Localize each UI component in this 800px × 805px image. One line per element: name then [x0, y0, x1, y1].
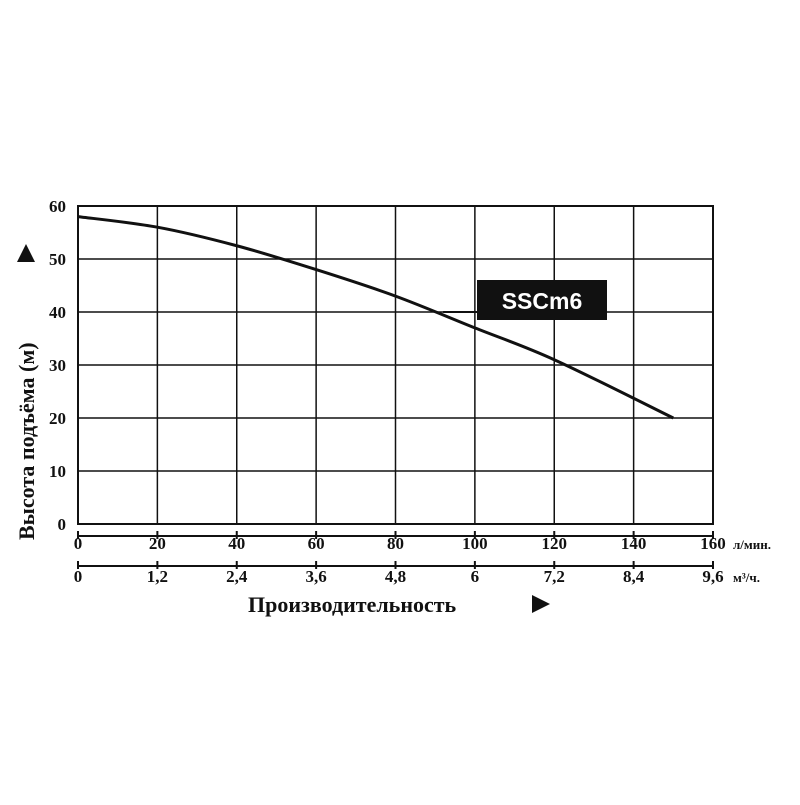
- x2-tick-label: 7,2: [544, 567, 565, 586]
- y-axis-arrow-icon: [17, 244, 35, 262]
- x-tick-label: 60: [308, 534, 325, 553]
- series-label: SSCm6: [502, 288, 583, 314]
- x-tick-label: 100: [462, 534, 488, 553]
- x-tick-label: 0: [74, 534, 83, 553]
- x2-tick-label: 9,6: [702, 567, 723, 586]
- y-tick-label: 10: [49, 462, 66, 481]
- x2-tick-label: 4,8: [385, 567, 406, 586]
- y-tick-label: 20: [49, 409, 66, 428]
- x-axis-unit: л/мин.: [733, 537, 771, 552]
- x-axis-title: Производительность: [248, 592, 457, 617]
- x2-tick-label: 6: [471, 567, 480, 586]
- y-tick-label: 0: [58, 515, 67, 534]
- y-tick-label: 40: [49, 303, 66, 322]
- series-label-box: [477, 280, 607, 320]
- x-axis-arrow-icon: [532, 595, 550, 613]
- x2-tick-label: 0: [74, 567, 83, 586]
- y-tick-label: 60: [49, 197, 66, 216]
- grid: [78, 206, 713, 524]
- x-tick-label: 120: [542, 534, 568, 553]
- x2-tick-label: 2,4: [226, 567, 248, 586]
- x2-axis-unit: м³/ч.: [733, 570, 760, 585]
- series: [77, 215, 674, 420]
- labels: SSCm6: [443, 280, 607, 320]
- x-tick-label: 40: [228, 534, 245, 553]
- x-tick-label: 20: [149, 534, 166, 553]
- x2-tick-label: 8,4: [623, 567, 645, 586]
- y-tick-label: 30: [49, 356, 66, 375]
- plot-frame: [77, 205, 714, 525]
- series-line-sscm6: [77, 215, 674, 420]
- x-tick-label: 160: [700, 534, 726, 553]
- x2-tick-label: 1,2: [147, 567, 168, 586]
- x2-tick-label: 3,6: [306, 567, 327, 586]
- x-tick-label: 140: [621, 534, 647, 553]
- x-tick-label: 80: [387, 534, 404, 553]
- y-axis-title: Высота подъёма (м): [14, 342, 39, 540]
- y-tick-label: 50: [49, 250, 66, 269]
